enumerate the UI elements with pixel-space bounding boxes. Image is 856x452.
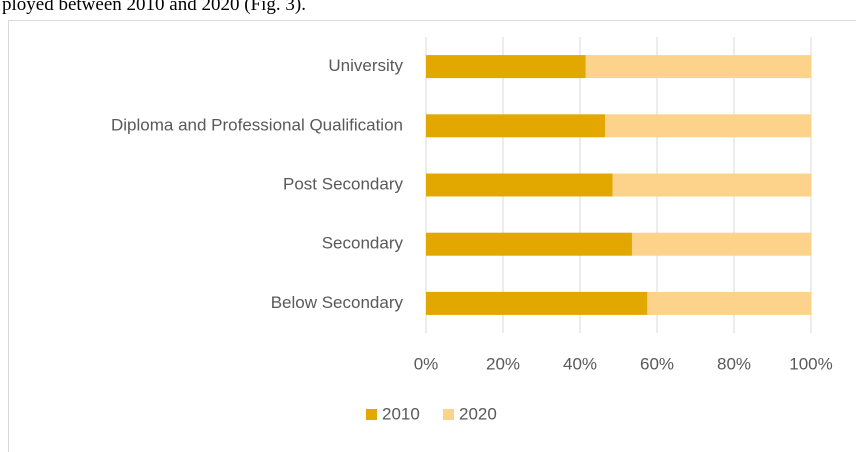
y-tick-label: Post Secondary: [283, 174, 404, 193]
x-tick-label: 100%: [789, 354, 832, 373]
legend-label: 2020: [459, 404, 497, 423]
y-tick-label: Below Secondary: [271, 293, 404, 312]
legend-swatch: [366, 409, 377, 420]
x-tick-label: 0%: [414, 354, 439, 373]
legend-swatch: [443, 409, 454, 420]
y-tick-label: University: [328, 56, 403, 75]
bar: [631, 232, 811, 256]
bar: [426, 114, 606, 138]
bar: [426, 232, 632, 256]
y-tick-label: Secondary: [322, 234, 404, 253]
y-tick-label: Diploma and Professional Qualification: [111, 115, 403, 134]
x-tick-label: 60%: [640, 354, 674, 373]
legend-label: 2010: [382, 404, 420, 423]
x-tick-label: 20%: [486, 354, 520, 373]
bar: [426, 291, 648, 315]
bar: [605, 114, 811, 138]
bar: [426, 173, 613, 197]
x-tick-label: 40%: [563, 354, 597, 373]
bar: [612, 173, 811, 197]
x-tick-label: 80%: [717, 354, 751, 373]
bar: [647, 291, 811, 315]
bar: [426, 55, 586, 79]
caption: ployed between 2010 and 2020 (Fig. 3).: [2, 0, 306, 15]
bar: [585, 55, 811, 79]
